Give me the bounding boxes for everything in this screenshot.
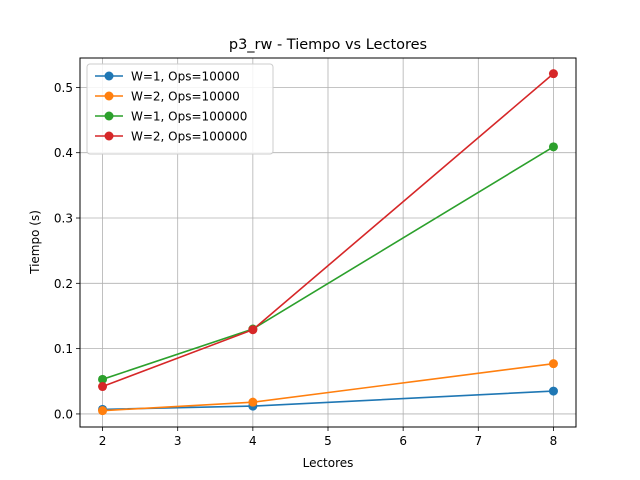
- legend-marker: [104, 91, 114, 101]
- legend-item: W=1, Ops=100000: [95, 110, 247, 124]
- legend-label: W=1, Ops=10000: [131, 70, 240, 84]
- x-axis-ticks: 2 3 4 5 6 7 8: [99, 427, 558, 448]
- data-point: [248, 325, 258, 335]
- y-tick-label: 0.4: [54, 146, 73, 160]
- y-tick-label: 0.0: [54, 407, 73, 421]
- y-tick-label: 0.5: [54, 81, 73, 95]
- data-point: [98, 406, 108, 416]
- legend-marker: [104, 111, 114, 121]
- data-point: [248, 397, 258, 407]
- x-tick-label: 5: [324, 434, 332, 448]
- y-axis-ticks: 0.0 0.1 0.2 0.3 0.4 0.5: [54, 81, 80, 421]
- legend-label: W=2, Ops=10000: [131, 90, 240, 104]
- legend-box: [86, 63, 274, 155]
- x-tick-label: 6: [399, 434, 407, 448]
- x-tick-label: 8: [550, 434, 558, 448]
- x-tick-label: 3: [174, 434, 182, 448]
- series-2: [98, 359, 558, 416]
- data-point: [548, 69, 558, 79]
- legend-marker: [104, 71, 114, 81]
- data-point: [98, 382, 108, 392]
- legend: W=1, Ops=10000 W=2, Ops=10000 W=1, Ops=100…: [86, 63, 274, 155]
- y-tick-label: 0.3: [54, 212, 73, 226]
- y-tick-label: 0.1: [54, 342, 73, 356]
- legend-label: W=1, Ops=100000: [131, 110, 247, 124]
- legend-item: W=2, Ops=10000: [95, 90, 240, 104]
- x-tick-label: 7: [474, 434, 482, 448]
- data-point: [548, 359, 558, 369]
- series-layer: [98, 69, 558, 416]
- series-4: [98, 69, 558, 392]
- data-point: [548, 386, 558, 396]
- chart-title: p3_rw - Tiempo vs Lectores: [229, 37, 427, 53]
- legend-marker: [104, 131, 114, 141]
- y-axis-label: Tiempo (s): [28, 210, 42, 275]
- x-tick-label: 4: [249, 434, 257, 448]
- data-point: [548, 142, 558, 152]
- legend-item: W=1, Ops=10000: [95, 70, 240, 84]
- x-axis-label: Lectores: [303, 456, 354, 470]
- legend-item: W=2, Ops=100000: [95, 130, 247, 144]
- data-point: [98, 374, 108, 384]
- x-tick-label: 2: [99, 434, 107, 448]
- y-tick-label: 0.2: [54, 277, 73, 291]
- legend-label: W=2, Ops=100000: [131, 130, 247, 144]
